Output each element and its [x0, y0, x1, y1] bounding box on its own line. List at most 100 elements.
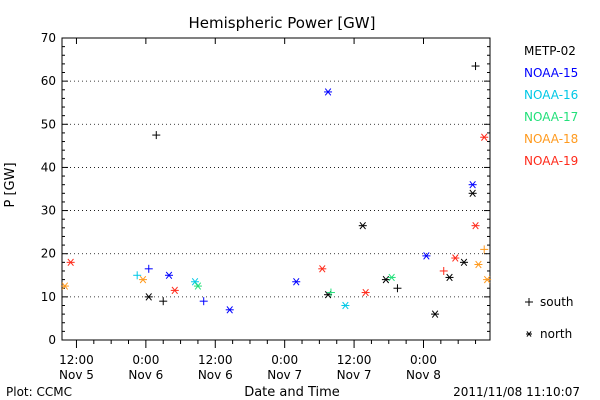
- marker-stroke: [324, 88, 332, 96]
- data-point: [341, 301, 350, 310]
- x-tick-label-date: Nov 6: [128, 368, 163, 382]
- x-tick-label-time: 0:00: [132, 353, 159, 367]
- series-noaa-19: [66, 133, 489, 297]
- data-point: [66, 258, 75, 267]
- data-point: [431, 310, 440, 318]
- data-point: [138, 275, 147, 284]
- marker-stroke: [472, 221, 479, 230]
- x-tick-label-time: 0:00: [410, 353, 437, 367]
- series-noaa-17: [193, 273, 396, 297]
- data-point: [326, 288, 335, 297]
- data-point: [471, 62, 480, 71]
- series-noaa-15: [144, 88, 477, 314]
- data-point: [387, 273, 396, 282]
- footer-timestamp: 2011/11/08 11:10:07: [453, 385, 580, 399]
- data-point: [193, 282, 202, 290]
- legend-key-north: [526, 331, 532, 337]
- marker-stroke: [359, 221, 366, 230]
- data-point: [445, 273, 454, 282]
- marker-stroke: [362, 288, 369, 297]
- data-point: [474, 260, 483, 269]
- y-axis-label: P [GW]: [3, 162, 18, 207]
- data-point: [480, 133, 489, 141]
- series-noaa-16: [133, 271, 350, 310]
- marker-stroke: [483, 275, 491, 284]
- y-tick-label: 30: [41, 204, 56, 218]
- marker-stroke: [388, 273, 395, 282]
- x-tick-label-time: 12:00: [337, 353, 372, 367]
- data-point: [133, 271, 142, 280]
- x-tick-label-time: 12:00: [59, 353, 94, 367]
- x-tick-label-date: Nov 5: [59, 368, 94, 382]
- marker-stroke: [481, 133, 488, 141]
- marker-stroke: [431, 310, 439, 318]
- legend: METP-02 NOAA-15 NOAA-16 NOAA-17 NOAA-18 NOAA-…: [524, 44, 578, 341]
- x-tick-label-date: Nov 7: [267, 368, 302, 382]
- data-point: [358, 221, 367, 230]
- marker-stroke: [475, 260, 482, 269]
- y-tick-label: 70: [41, 31, 56, 45]
- y-tick-label: 50: [41, 117, 56, 131]
- x-tick-label-time: 0:00: [271, 353, 298, 367]
- x-tick-label-date: Nov 8: [406, 368, 441, 382]
- data-point: [225, 306, 234, 314]
- data-point: [451, 254, 460, 262]
- data-point: [361, 288, 370, 297]
- data-point: [144, 264, 153, 273]
- marker-stroke: [469, 180, 476, 189]
- footer-plot-credit: Plot: CCMC: [6, 385, 72, 399]
- data-point: [199, 297, 208, 306]
- data-point: [393, 284, 402, 293]
- y-tick-label: 10: [41, 290, 56, 304]
- marker-stroke: [191, 278, 199, 286]
- data-point: [480, 245, 489, 254]
- data-point: [159, 297, 168, 306]
- marker-stroke: [226, 306, 233, 314]
- marker-stroke: [452, 254, 459, 262]
- legend-key-label-north: north: [540, 327, 572, 341]
- marker-stroke: [145, 293, 152, 301]
- marker-stroke: [165, 271, 173, 280]
- legend-item-noaa-16: NOAA-16: [524, 88, 578, 102]
- y-tick-label: 0: [48, 333, 56, 347]
- marker-stroke: [194, 282, 202, 290]
- data-point: [422, 252, 431, 260]
- series-metp-02: [144, 62, 480, 318]
- x-tick-label-time: 12:00: [198, 353, 233, 367]
- data-points: [60, 62, 492, 318]
- x-tick-label-date: Nov 7: [337, 368, 372, 382]
- data-point: [439, 266, 448, 275]
- data-point: [152, 131, 161, 140]
- y-tick-label: 40: [41, 160, 56, 174]
- marker-stroke: [469, 189, 476, 198]
- marker-stroke: [67, 258, 74, 267]
- data-point: [483, 275, 492, 284]
- data-point: [459, 258, 468, 267]
- marker-stroke: [319, 265, 326, 273]
- x-axis-label: Date and Time: [244, 385, 340, 400]
- y-tick-label: 60: [41, 74, 56, 88]
- plot-frame: [61, 37, 491, 341]
- data-point: [60, 282, 69, 290]
- data-point: [468, 189, 477, 198]
- marker-stroke: [342, 301, 349, 310]
- series-noaa-18: [60, 245, 492, 290]
- data-point: [318, 265, 327, 273]
- marker-stroke: [293, 278, 300, 286]
- y-gridlines: [62, 37, 490, 341]
- data-point: [165, 271, 173, 280]
- data-point: [144, 293, 153, 301]
- x-tick-label-date: Nov 6: [198, 368, 233, 382]
- legend-key-label-south: south: [540, 295, 574, 309]
- legend-item-noaa-18: NOAA-18: [524, 132, 578, 146]
- legend-marker-stroke: [526, 331, 532, 337]
- legend-item-noaa-17: NOAA-17: [524, 110, 578, 124]
- legend-item-noaa-19: NOAA-19: [524, 154, 578, 168]
- marker-stroke: [171, 286, 178, 295]
- marker-stroke: [61, 282, 69, 290]
- marker-stroke: [460, 258, 468, 267]
- marker-stroke: [446, 273, 453, 282]
